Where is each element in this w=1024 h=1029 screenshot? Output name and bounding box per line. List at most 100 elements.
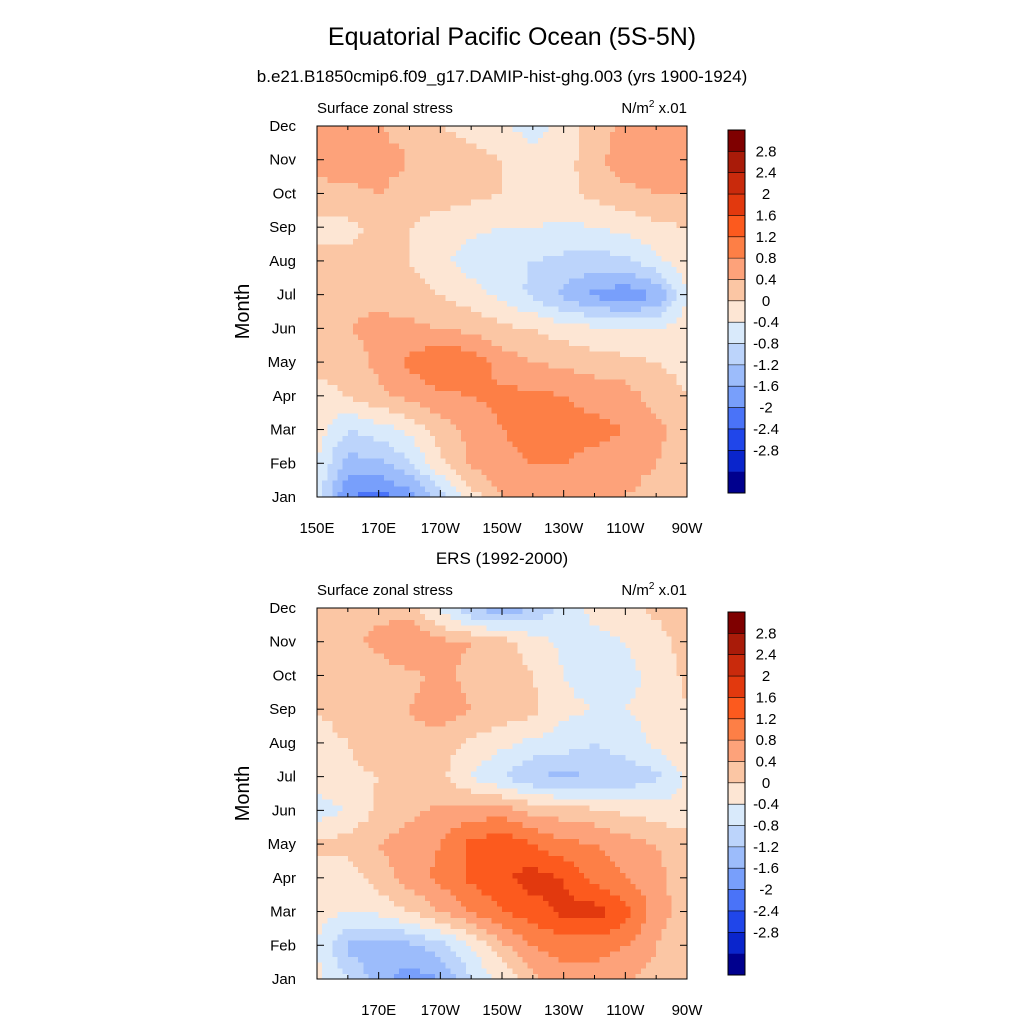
heatmap-cell bbox=[327, 317, 333, 323]
heatmap-cell bbox=[569, 148, 575, 154]
heatmap-cell bbox=[523, 233, 529, 239]
heatmap-cell bbox=[497, 407, 503, 413]
heatmap-cell bbox=[492, 435, 498, 441]
heatmap-cell bbox=[451, 193, 457, 199]
heatmap-cell bbox=[533, 469, 539, 475]
heatmap-cell bbox=[415, 278, 421, 284]
heatmap-cell bbox=[564, 148, 570, 154]
heatmap-cell bbox=[327, 272, 333, 278]
heatmap-cell bbox=[666, 272, 672, 278]
heatmap-cell bbox=[440, 413, 446, 419]
heatmap-cell bbox=[456, 132, 462, 138]
heatmap-cell bbox=[338, 137, 344, 143]
heatmap-cell bbox=[605, 182, 611, 188]
heatmap-cell bbox=[574, 154, 580, 160]
heatmap-cell bbox=[579, 278, 585, 284]
heatmap-cell bbox=[564, 278, 570, 284]
heatmap-cell bbox=[584, 373, 590, 379]
heatmap-cell bbox=[394, 486, 400, 492]
heatmap-cell bbox=[553, 205, 559, 211]
heatmap-cell bbox=[322, 413, 328, 419]
heatmap-cell bbox=[348, 306, 354, 312]
heatmap-cell bbox=[492, 250, 498, 256]
heatmap-cell bbox=[517, 463, 523, 469]
heatmap-cell bbox=[368, 435, 374, 441]
heatmap-cell bbox=[543, 407, 549, 413]
heatmap-cell bbox=[461, 154, 467, 160]
panel-units-label: N/m2 x.01 bbox=[621, 99, 687, 117]
heatmap-cell bbox=[523, 278, 529, 284]
heatmap-cell bbox=[435, 238, 441, 244]
heatmap-cell bbox=[389, 132, 395, 138]
heatmap-cell bbox=[389, 171, 395, 177]
heatmap-cell bbox=[672, 289, 678, 295]
heatmap-cell bbox=[492, 193, 498, 199]
heatmap-cell bbox=[338, 401, 344, 407]
heatmap-cell bbox=[379, 165, 385, 171]
heatmap-cell bbox=[672, 317, 678, 323]
heatmap-cell bbox=[589, 171, 595, 177]
heatmap-cell bbox=[389, 362, 395, 368]
colorbar-label: -0.4 bbox=[753, 314, 779, 331]
heatmap-cell bbox=[615, 295, 621, 301]
heatmap-cell bbox=[322, 233, 328, 239]
heatmap-cell bbox=[476, 233, 482, 239]
heatmap-cell bbox=[672, 396, 678, 402]
heatmap-cell bbox=[548, 154, 554, 160]
heatmap-cell bbox=[646, 385, 652, 391]
heatmap-cell bbox=[625, 244, 631, 250]
heatmap-cell bbox=[636, 300, 642, 306]
heatmap-cell bbox=[317, 480, 323, 486]
heatmap-cell bbox=[677, 396, 683, 402]
heatmap-cell bbox=[625, 272, 631, 278]
heatmap-cell bbox=[384, 401, 390, 407]
heatmap-cell bbox=[651, 137, 657, 143]
heatmap-cell bbox=[569, 480, 575, 486]
heatmap-cell bbox=[363, 137, 369, 143]
heatmap-cell bbox=[512, 340, 518, 346]
heatmap-cell bbox=[533, 278, 539, 284]
heatmap-cell bbox=[512, 486, 518, 492]
heatmap-cell bbox=[435, 250, 441, 256]
heatmap-cell bbox=[630, 177, 636, 183]
heatmap-cell bbox=[553, 255, 559, 261]
heatmap-cell bbox=[379, 126, 385, 132]
heatmap-cell bbox=[636, 238, 642, 244]
heatmap-cell bbox=[595, 373, 601, 379]
heatmap-cell bbox=[410, 323, 416, 329]
heatmap-cell bbox=[672, 452, 678, 458]
heatmap-cell bbox=[399, 210, 405, 216]
heatmap-cell bbox=[584, 199, 590, 205]
heatmap-cell bbox=[620, 328, 626, 334]
heatmap-cell bbox=[579, 441, 585, 447]
heatmap-cell bbox=[466, 475, 472, 481]
heatmap-cell bbox=[317, 300, 323, 306]
heatmap-cell bbox=[528, 165, 534, 171]
heatmap-cell bbox=[651, 396, 657, 402]
heatmap-cell bbox=[410, 160, 416, 166]
heatmap-cell bbox=[399, 188, 405, 194]
heatmap-cell bbox=[358, 323, 364, 329]
heatmap-cell bbox=[564, 323, 570, 329]
heatmap-cell bbox=[440, 463, 446, 469]
heatmap-cell bbox=[481, 328, 487, 334]
heatmap-cell bbox=[466, 469, 472, 475]
heatmap-cell bbox=[497, 328, 503, 334]
heatmap-cell bbox=[610, 210, 616, 216]
heatmap-cell bbox=[548, 396, 554, 402]
heatmap-cell bbox=[661, 272, 667, 278]
heatmap-cell bbox=[651, 458, 657, 464]
heatmap-cell bbox=[327, 238, 333, 244]
heatmap-cell bbox=[600, 430, 606, 436]
heatmap-cell bbox=[404, 345, 410, 351]
heatmap-cell bbox=[636, 430, 642, 436]
heatmap-cell bbox=[651, 222, 657, 228]
heatmap-cell bbox=[625, 312, 631, 318]
heatmap-cell bbox=[661, 126, 667, 132]
heatmap-cell bbox=[358, 205, 364, 211]
heatmap-cell bbox=[420, 424, 426, 430]
heatmap-cell bbox=[399, 171, 405, 177]
heatmap-cell bbox=[656, 148, 662, 154]
heatmap-cell bbox=[404, 446, 410, 452]
heatmap-cell bbox=[666, 390, 672, 396]
